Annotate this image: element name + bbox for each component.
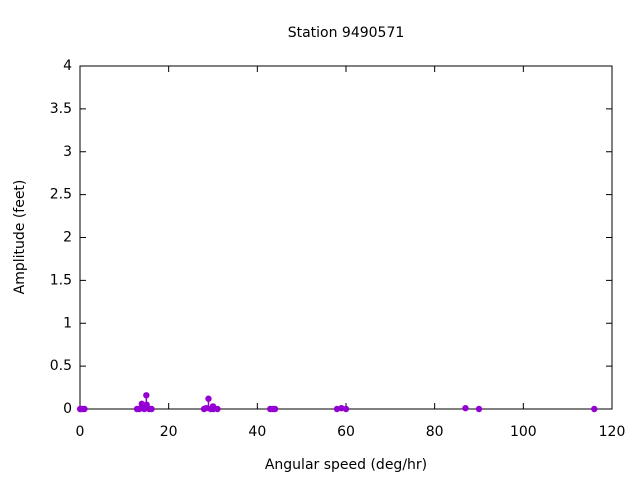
x-tick-label: 120 (599, 424, 626, 440)
chart-title: Station 9490571 (288, 25, 405, 41)
point (81, 405, 88, 413)
y-tick-label: 3.5 (50, 101, 72, 117)
y-tick-label: 2.5 (50, 187, 72, 203)
x-tick-label: 80 (426, 424, 444, 440)
x-tick-label: 0 (76, 424, 85, 440)
y-tick-label: 2 (63, 230, 72, 246)
point (591, 405, 598, 413)
point (475, 405, 483, 413)
point (136, 405, 143, 413)
plot-frame (79, 65, 613, 410)
y-tick-label: 0.5 (50, 358, 72, 374)
point (342, 405, 350, 413)
point (271, 405, 279, 413)
point (205, 395, 212, 402)
y-tick-label: 3 (63, 144, 72, 160)
x-tick-label: 20 (160, 424, 178, 440)
point (214, 405, 221, 413)
point (462, 404, 469, 412)
point (143, 392, 150, 399)
y-tick-label: 0 (63, 401, 72, 417)
x-tick-label: 100 (510, 424, 537, 440)
x-tick-label: 60 (337, 424, 355, 440)
y-tick-label: 1.5 (50, 272, 72, 288)
x-tick-label: 40 (248, 424, 266, 440)
point (148, 405, 155, 413)
point (138, 400, 146, 408)
y-tick-label: 4 (63, 58, 72, 74)
x-axis-label: Angular speed (deg/hr) (265, 457, 427, 473)
y-tick-label: 1 (63, 315, 72, 331)
y-axis-label: Amplitude (feet) (12, 180, 28, 295)
